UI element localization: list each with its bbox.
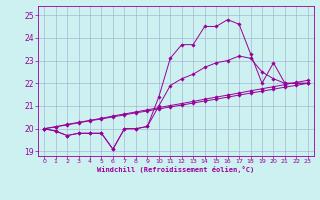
- X-axis label: Windchill (Refroidissement éolien,°C): Windchill (Refroidissement éolien,°C): [97, 166, 255, 173]
